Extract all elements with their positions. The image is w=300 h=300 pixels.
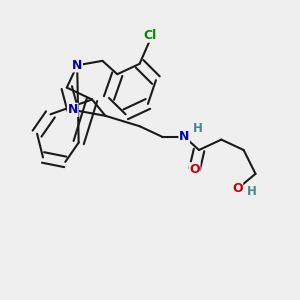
Text: N: N bbox=[72, 59, 83, 72]
Text: N: N bbox=[179, 130, 189, 143]
Text: N: N bbox=[68, 103, 78, 116]
Text: O: O bbox=[189, 163, 200, 176]
Text: Cl: Cl bbox=[143, 29, 157, 42]
Text: H: H bbox=[193, 122, 202, 135]
Text: O: O bbox=[232, 182, 243, 195]
Text: H: H bbox=[247, 185, 257, 198]
